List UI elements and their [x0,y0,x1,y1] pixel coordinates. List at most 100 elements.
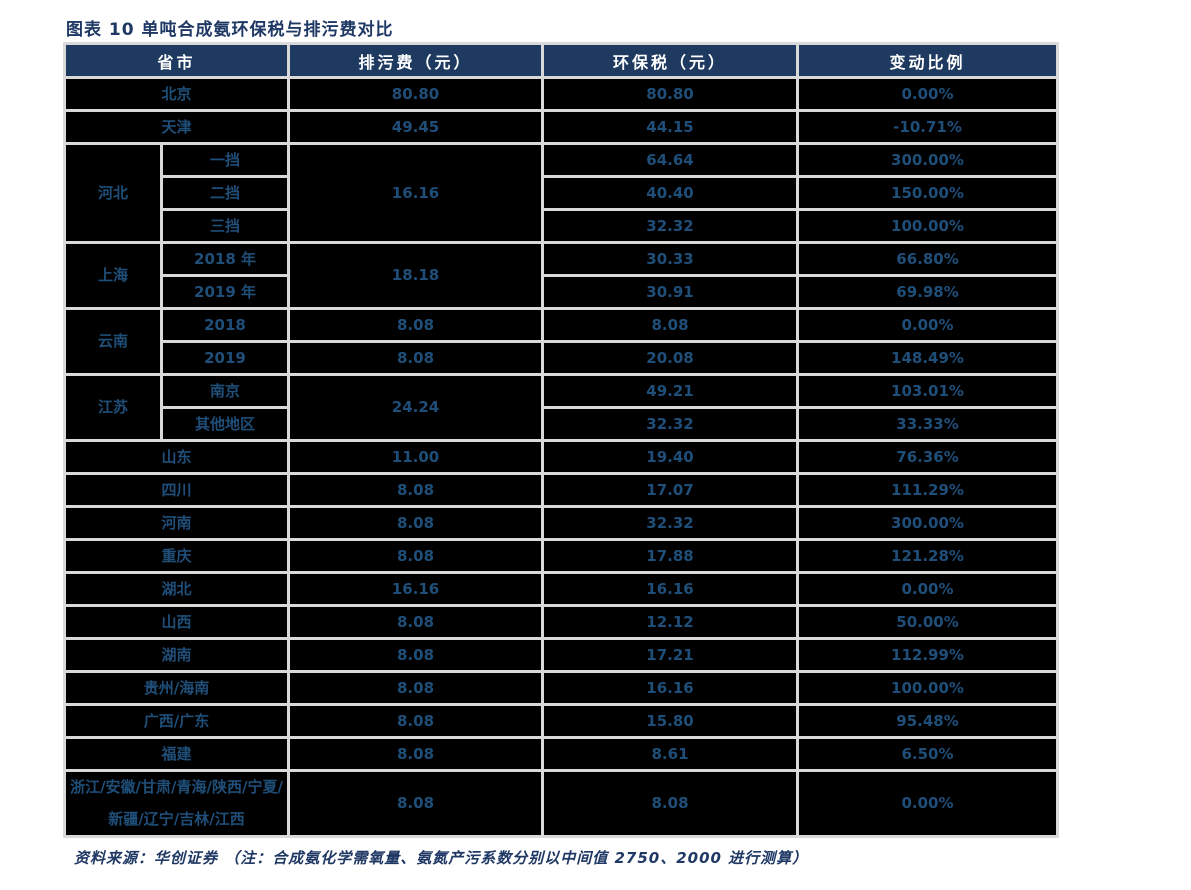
table-cell: 上海 [63,241,163,310]
table-cell: 6.50% [796,736,1060,772]
table-row: 山东 11.00 19.40 76.36% [62,439,1060,475]
table-cell: 16.16 [541,571,800,607]
table-row: 河南 8.08 32.32 300.00% [62,505,1060,541]
table-cell: 30.91 [541,274,800,310]
table-row: 三挡 32.32 100.00% [65,208,1060,244]
table-cell: 福建 [62,736,291,772]
table-cell: 8.08 [287,637,545,673]
table-cell: 广西/广东 [62,703,291,739]
table-cell: 8.08 [287,505,545,541]
table-cell: 64.64 [541,142,800,178]
table-cell: 80.80 [287,76,545,112]
table-cell: 66.80% [796,241,1060,277]
header-row: 省市 排污费（元） 环保税（元） 变动比例 [62,42,1060,79]
column-header-3: 变动比例 [796,42,1060,79]
table-cell: 云南 [63,307,163,376]
table-cell: 8.08 [541,769,800,838]
table-cell: 32.32 [541,505,800,541]
table-cell: 0.00% [796,769,1060,838]
table-cell: 15.80 [541,703,800,739]
table-cell: 12.12 [541,604,800,640]
table-row: 其他地区 32.32 33.33% [65,406,1060,442]
table-cell: 148.49% [796,340,1060,376]
table-row: 贵州/海南 8.08 16.16 100.00% [62,670,1060,706]
column-header-2: 环保税（元） [541,42,800,79]
table-row: 北京 80.80 80.80 0.00% [62,76,1060,112]
table-cell: 山东 [62,439,291,475]
table-cell: 8.08 [287,307,545,343]
table-cell: 贵州/海南 [62,670,291,706]
table-row: 湖南 8.08 17.21 112.99% [62,637,1060,673]
table-row: 重庆 8.08 17.88 121.28% [62,538,1060,574]
table-cell: 24.24 [287,373,545,442]
table-cell: 二挡 [159,175,291,211]
table-row: 四川 8.08 17.07 111.29% [62,472,1060,508]
table-row: 江苏 南京 24.24 49.21 103.01% [63,373,1060,442]
table-row: 浙江/安徽/甘肃/青海/陕西/宁夏/新疆/辽宁/吉林/江西 8.08 8.08 0.0… [62,769,1060,838]
column-header-1: 排污费（元） [287,42,545,79]
table-cell: 三挡 [159,208,291,244]
table-cell: 一挡 [159,142,291,178]
table-cell: 300.00% [796,505,1060,541]
table-cell: 20.08 [541,340,800,376]
table-cell: 76.36% [796,439,1060,475]
table-cell: 8.61 [541,736,800,772]
table-cell: 18.18 [287,241,545,310]
table-cell: 北京 [62,76,291,112]
table-cell: 0.00% [796,571,1060,607]
comparison-table: 省市 排污费（元） 环保税（元） 变动比例 北京 80.80 80.80 0.00% 天津 49… [62,42,1060,838]
table-cell: 2019 年 [159,274,291,310]
table-row: 河北 一挡 16.16 64.64 300.00% [63,142,1060,244]
table-cell: 16.16 [287,142,545,244]
table-cell: 150.00% [796,175,1060,211]
source-note: 资料来源：华创证券 （注：合成氨化学需氧量、氨氮产污系数分别以中间值 2750、… [74,849,809,867]
table-cell: 浙江/安徽/甘肃/青海/陕西/宁夏/新疆/辽宁/吉林/江西 [62,769,291,838]
table-cell: 44.15 [541,109,800,145]
table-row: 二挡 40.40 150.00% [65,175,1060,211]
figure-title: 图表 10 单吨合成氨环保税与排污费对比 [66,20,394,40]
table-cell: 8.08 [287,769,545,838]
table-cell: 2019 [159,340,291,376]
table-cell: 49.45 [287,109,545,145]
table-cell: 8.08 [287,670,545,706]
table-cell: 其他地区 [159,406,291,442]
table-cell: 8.08 [287,703,545,739]
table-cell: 8.08 [287,604,545,640]
table-cell: 0.00% [796,307,1060,343]
table-cell: 33.33% [796,406,1060,442]
table-cell: 100.00% [796,670,1060,706]
table-cell: 16.16 [541,670,800,706]
table-row: 2019 8.08 20.08 148.49% [65,340,1060,376]
table-row: 天津 49.45 44.15 -10.71% [62,109,1060,145]
table-cell: 8.08 [287,538,545,574]
table-row: 云南 2018 8.08 8.08 0.00% [63,307,1060,376]
table-cell: 300.00% [796,142,1060,178]
table-cell: 111.29% [796,472,1060,508]
table-row: 2019 年 30.91 69.98% [65,274,1060,310]
table-cell: 49.21 [541,373,800,409]
table-row: 广西/广东 8.08 15.80 95.48% [62,703,1060,739]
table-cell: 重庆 [62,538,291,574]
table-cell: 江苏 [63,373,163,442]
table-cell: 121.28% [796,538,1060,574]
table-cell: 8.08 [541,307,800,343]
table-cell: 山西 [62,604,291,640]
table-cell: 103.01% [796,373,1060,409]
table-cell: 50.00% [796,604,1060,640]
table-cell: 30.33 [541,241,800,277]
table-cell: 0.00% [796,76,1060,112]
table-cell: 四川 [62,472,291,508]
table-cell: 2018 [159,307,291,343]
table-cell: 32.32 [541,208,800,244]
table-cell: 南京 [159,373,291,409]
table-cell: 69.98% [796,274,1060,310]
table-cell: 8.08 [287,472,545,508]
table-cell: 11.00 [287,439,545,475]
table-cell: 95.48% [796,703,1060,739]
table-cell: 19.40 [541,439,800,475]
table-cell: 8.08 [287,340,545,376]
table-cell: 40.40 [541,175,800,211]
table-row: 湖北 16.16 16.16 0.00% [62,571,1060,607]
table-cell: 100.00% [796,208,1060,244]
